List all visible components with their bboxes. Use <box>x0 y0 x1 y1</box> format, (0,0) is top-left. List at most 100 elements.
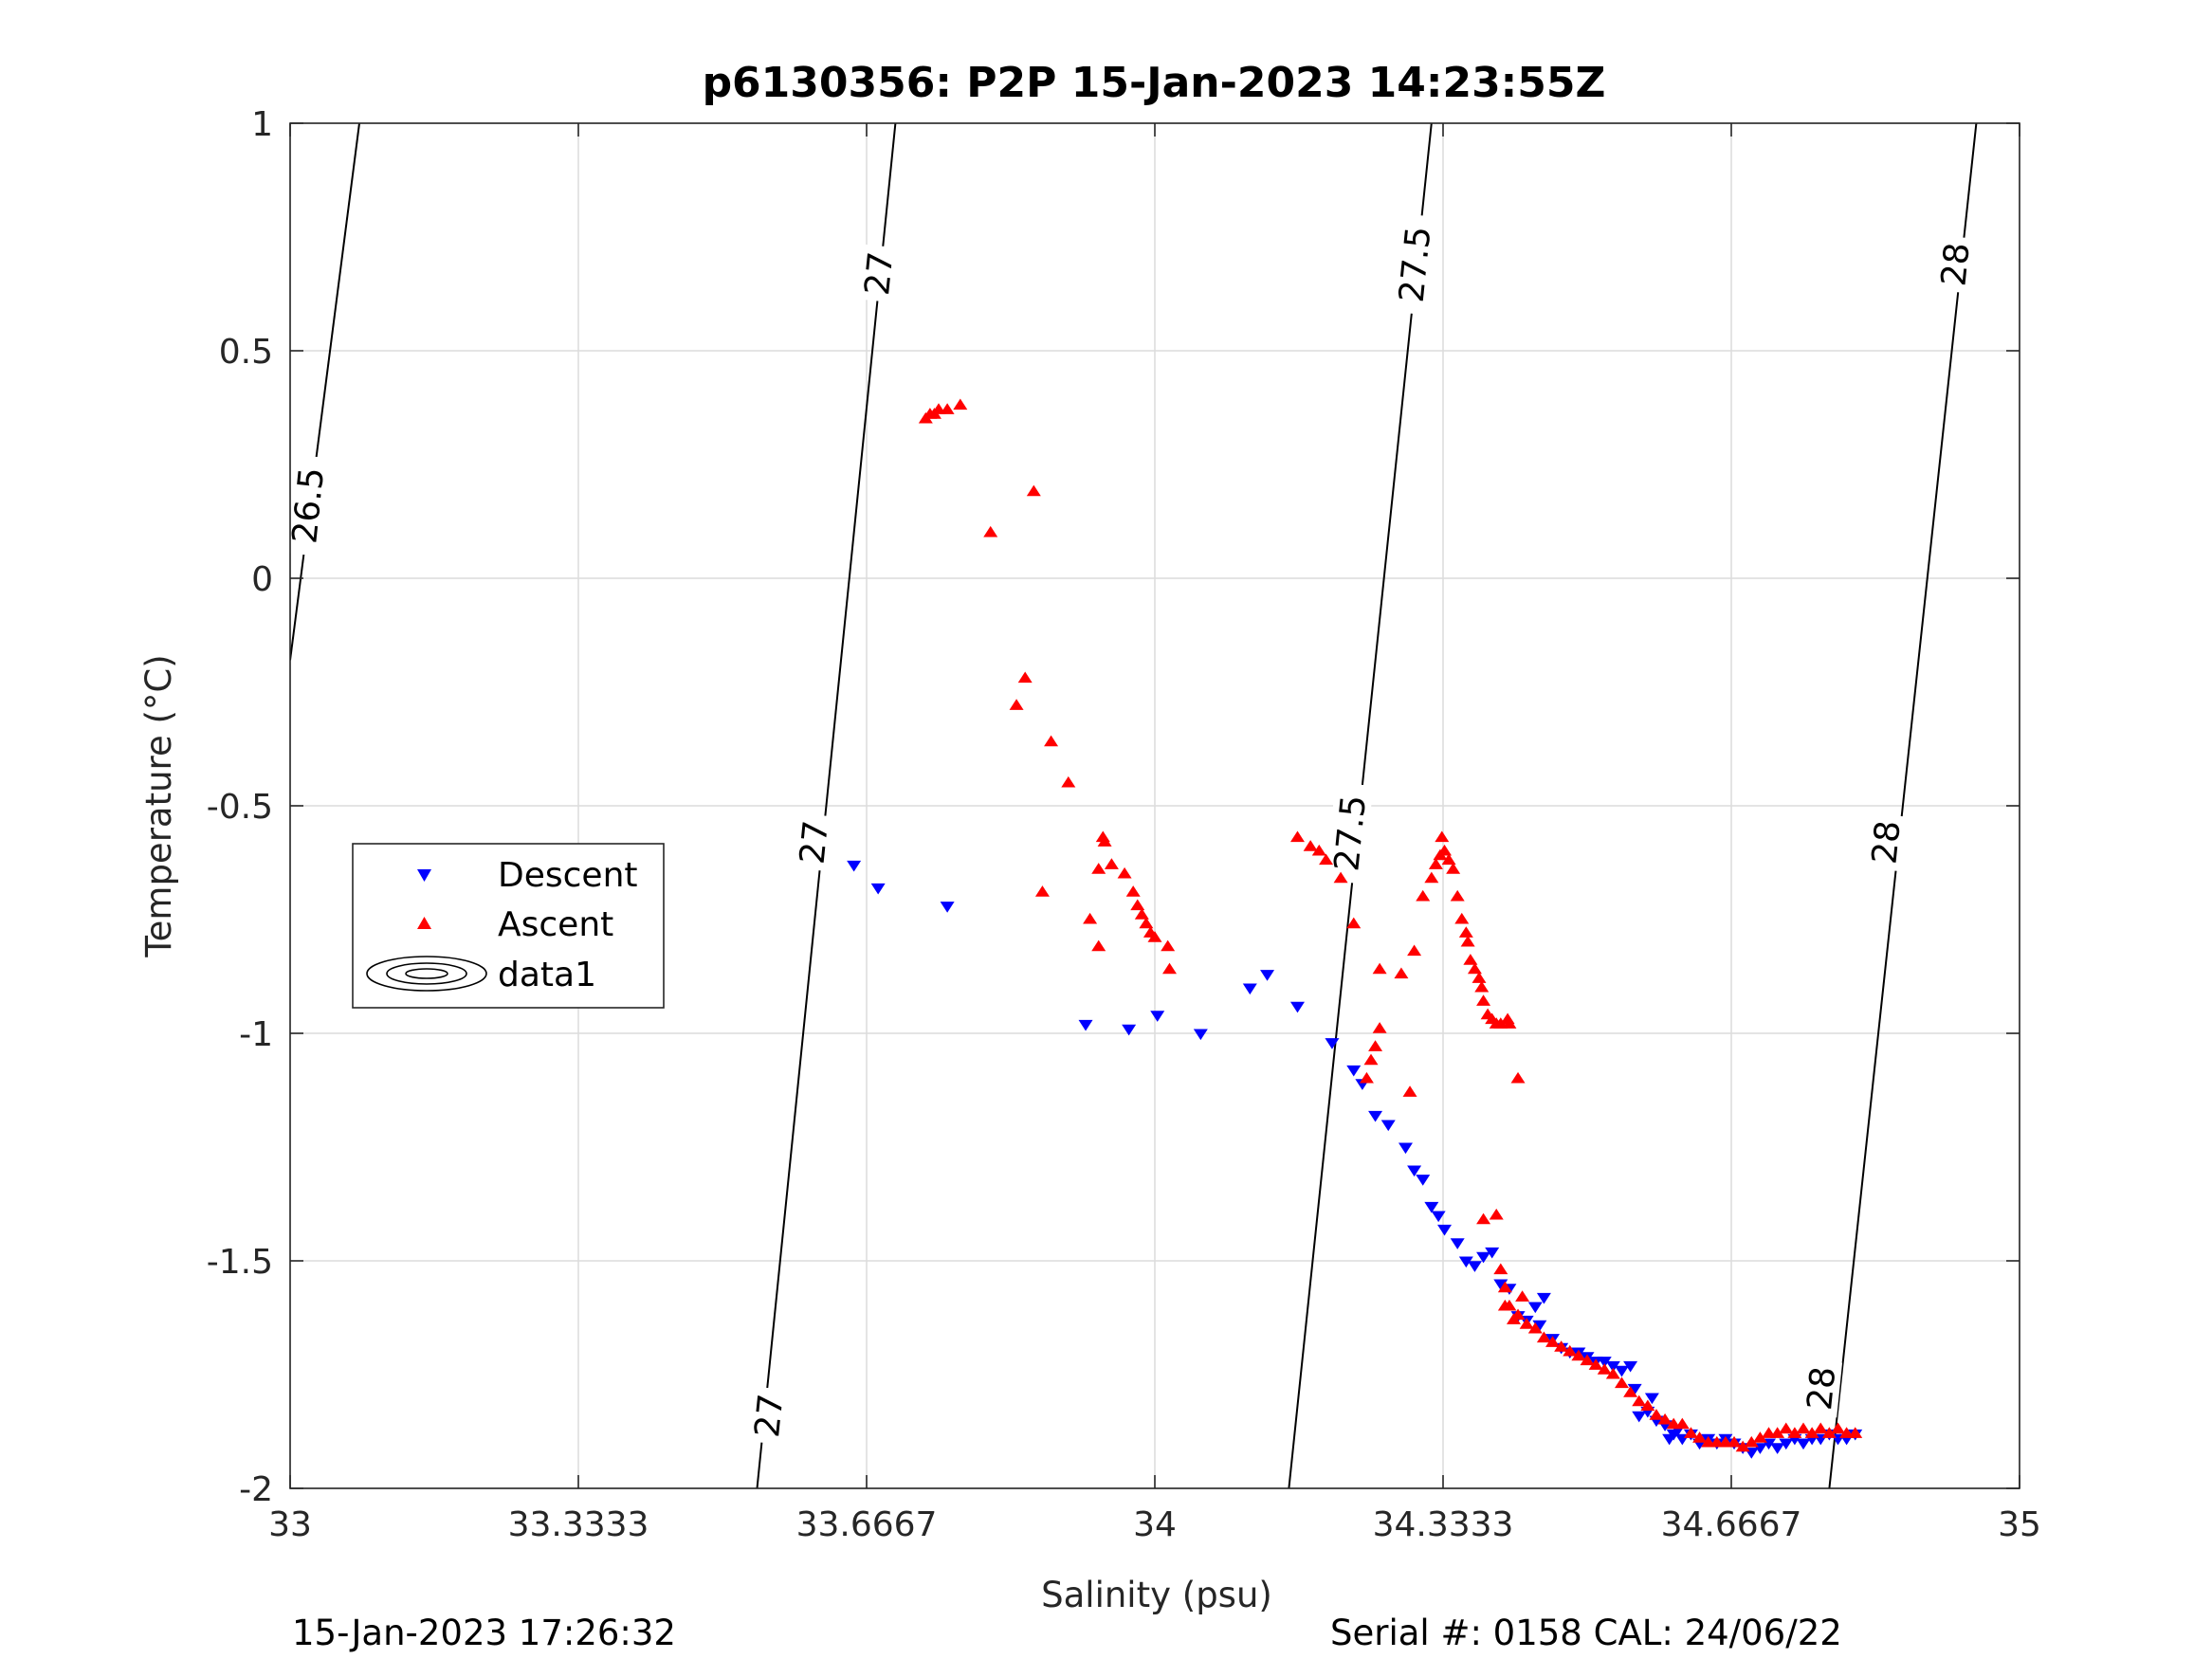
descent-point <box>1260 970 1275 981</box>
descent-point <box>1450 1238 1465 1249</box>
contour-label-text: 28 <box>1865 819 1908 866</box>
descent-point <box>1779 1438 1794 1450</box>
ascent-point <box>1735 1440 1750 1452</box>
ascent-point <box>1787 1427 1802 1438</box>
descent-point <box>1476 1251 1491 1264</box>
ascent-point <box>1493 1263 1508 1275</box>
ascent-point <box>1044 735 1059 747</box>
y-axis-label: Temperature (°C) <box>138 654 179 957</box>
contour-label-text: 27 <box>858 250 901 298</box>
ascent-point <box>1372 1022 1387 1033</box>
ascent-point <box>1476 994 1491 1006</box>
descent-point <box>1150 1011 1165 1022</box>
x-axis-ticks: 33 33.3333 33.6667 34 34.3333 34.6667 35 <box>268 123 2041 1544</box>
descent-point <box>1122 1024 1137 1036</box>
contour-label: 27.5 <box>1390 213 1439 316</box>
contour-label-gap <box>746 1386 791 1446</box>
footer-serial-cal: Serial #: 0158 CAL: 24/06/22 <box>1330 1613 1842 1653</box>
ascent-point <box>1727 1435 1742 1448</box>
ascent-point <box>1657 1413 1673 1425</box>
density-contour-28 <box>1828 123 1978 1488</box>
ascent-point <box>1289 830 1305 843</box>
descent-point <box>1770 1443 1785 1454</box>
legend-item-data1: data1 <box>366 956 596 994</box>
descent-point <box>1437 1224 1453 1236</box>
ascent-point <box>1804 1427 1819 1438</box>
y-tick-label: -2 <box>239 1470 273 1509</box>
ascent-point <box>1402 1085 1417 1097</box>
ascent-point <box>1536 1331 1551 1343</box>
ascent-point <box>1472 972 1487 983</box>
descent-point <box>1627 1383 1642 1395</box>
ascent-point <box>1821 1427 1837 1438</box>
ascent-point <box>1640 1399 1655 1412</box>
y-tick-label: 0.5 <box>219 333 273 372</box>
descent-point <box>847 860 862 872</box>
ascent-point <box>1125 885 1141 897</box>
ascent-point <box>1161 939 1176 952</box>
legend-label-ascent: Ascent <box>498 905 613 944</box>
data-markers <box>847 398 1863 1459</box>
ascent-point <box>1580 1354 1595 1366</box>
contour-label: 28 <box>1799 1358 1843 1418</box>
descent-point <box>1532 1320 1547 1332</box>
ascent-point <box>1346 917 1362 929</box>
descent-marker-icon <box>417 869 431 882</box>
legend-label-data1: data1 <box>498 956 596 994</box>
ascent-point <box>1091 863 1106 874</box>
y-tick-label: -1 <box>239 1015 273 1054</box>
ascent-point <box>1497 1299 1512 1311</box>
chart-title: p6130356: P2P 15-Jan-2023 14:23:55Z <box>703 59 1606 107</box>
ascent-point <box>1519 1318 1534 1329</box>
descent-point <box>1398 1142 1413 1155</box>
ascent-point <box>1394 967 1409 979</box>
descent-point <box>1467 1261 1482 1272</box>
ascent-point <box>1311 844 1326 856</box>
descent-point <box>1527 1302 1543 1314</box>
x-tick-label: 33.3333 <box>508 1505 649 1544</box>
ascent-point <box>1649 1409 1664 1420</box>
ascent-point <box>1134 908 1149 920</box>
descent-point <box>1078 1019 1093 1031</box>
ascent-point <box>1026 484 1041 497</box>
contour-label: 27.5 <box>1325 782 1374 884</box>
contour-label-gap <box>1799 1358 1843 1418</box>
ascent-point <box>1359 1071 1374 1084</box>
contour-label: 28 <box>1863 812 1909 872</box>
descent-point <box>1380 1120 1396 1132</box>
x-tick-label: 34.3333 <box>1373 1505 1514 1544</box>
ascent-point <box>1454 912 1470 924</box>
ascent-point <box>1303 840 1318 851</box>
descent-point <box>1424 1201 1439 1213</box>
ascent-point <box>1502 1017 1517 1029</box>
x-tick-label: 34 <box>1133 1505 1177 1544</box>
contour-label: 27 <box>856 244 901 303</box>
descent-point <box>1416 1175 1431 1186</box>
legend-item-ascent: Ascent <box>417 905 613 944</box>
descent-point <box>1368 1110 1383 1122</box>
ascent-point <box>1467 962 1482 975</box>
ascent-point <box>1515 1290 1530 1302</box>
ascent-point <box>1017 671 1033 684</box>
ascent-point <box>1563 1344 1578 1357</box>
contour-label-text: 27 <box>794 819 836 866</box>
contour-lines <box>290 123 1978 1488</box>
contour-label-text: 28 <box>1801 1365 1843 1413</box>
contour-label: 27 <box>791 812 836 872</box>
ascent-point <box>1424 871 1439 884</box>
contour-label-gap <box>1390 213 1438 316</box>
ascent-point <box>1510 1071 1526 1084</box>
ascent-point <box>1009 699 1024 710</box>
ascent-point <box>1437 844 1453 856</box>
ascent-point <box>1441 853 1456 866</box>
density-contours: 26.5 27 27 27 27.5 27.5 28 28 28 <box>283 123 1978 1488</box>
ascent-point <box>1545 1336 1561 1347</box>
ascent-point <box>1614 1376 1629 1389</box>
ascent-point <box>1848 1427 1863 1438</box>
ascent-point <box>1130 899 1145 911</box>
descent-point <box>1485 1247 1500 1259</box>
y-tick-label: -0.5 <box>207 788 273 827</box>
contour-label-gap <box>1932 234 1977 294</box>
descent-point <box>1242 983 1257 995</box>
ascent-point <box>1830 1422 1845 1434</box>
